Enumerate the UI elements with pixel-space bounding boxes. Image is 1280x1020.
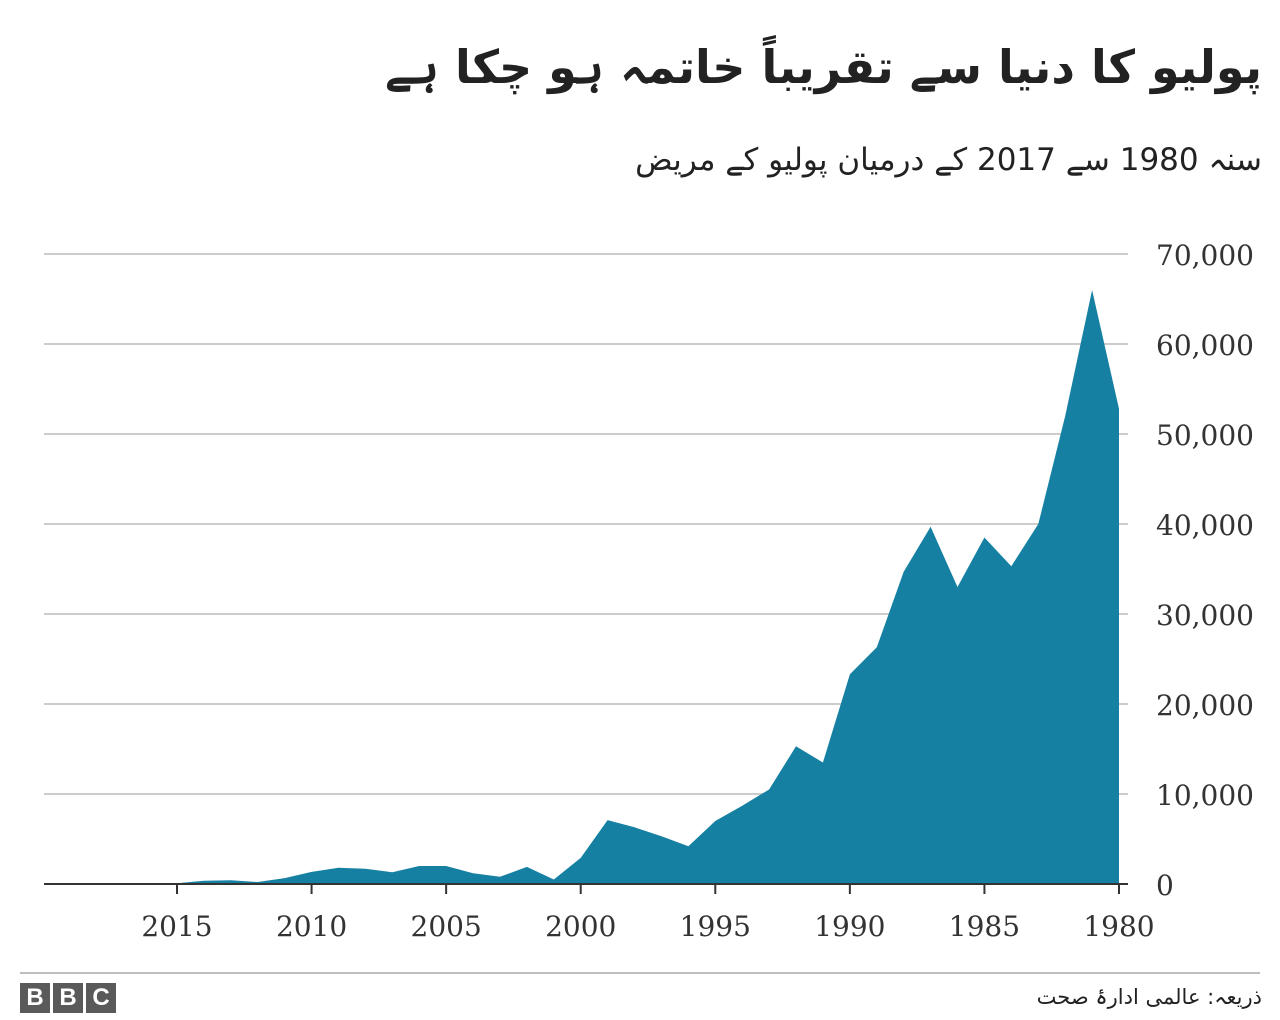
axes bbox=[44, 883, 1128, 894]
x-tick-label-1980: 1980 bbox=[1083, 910, 1154, 943]
bbc-logo-letter-b2: B bbox=[53, 983, 83, 1013]
bbc-logo-letter-c: C bbox=[86, 983, 116, 1013]
x-tick-label-1990: 1990 bbox=[814, 910, 885, 943]
x-tick-label-1985: 1985 bbox=[949, 910, 1020, 943]
source-credit: ذریعہ: عالمی ادارۂ صحت bbox=[1036, 985, 1262, 1009]
x-tick-label-2010: 2010 bbox=[276, 910, 347, 943]
area-chart: 0 10,000 20,000 30,000 40,000 50,000 60,000 70,… bbox=[44, 239, 1254, 943]
x-tick-label-2005: 2005 bbox=[411, 910, 482, 943]
x-axis-tick-labels: 1980 1985 1990 1995 2000 2005 2010 2015 bbox=[141, 910, 1154, 943]
y-tick-label-70000: 70,000 bbox=[1156, 239, 1254, 272]
chart-title: پولیو کا دنیا سے تقریباً خاتمہ ہو چکا ہے bbox=[385, 40, 1262, 94]
y-tick-label-30000: 30,000 bbox=[1156, 599, 1254, 632]
y-tick-label-10000: 10,000 bbox=[1156, 779, 1254, 812]
x-tick-label-2015: 2015 bbox=[141, 910, 212, 943]
polio-cases-area bbox=[123, 290, 1119, 884]
y-axis-tick-labels: 0 10,000 20,000 30,000 40,000 50,000 60,000 70,… bbox=[1156, 239, 1254, 902]
plot-area bbox=[123, 290, 1119, 884]
y-tick-label-0: 0 bbox=[1156, 869, 1174, 902]
y-tick-label-40000: 40,000 bbox=[1156, 509, 1254, 542]
bbc-logo: B B C bbox=[20, 983, 116, 1013]
footer-divider bbox=[20, 972, 1260, 974]
y-tick-label-20000: 20,000 bbox=[1156, 689, 1254, 722]
chart-subtitle: سنہ 1980 سے 2017 کے درمیان پولیو کے مریض bbox=[635, 142, 1262, 178]
y-tick-label-50000: 50,000 bbox=[1156, 419, 1254, 452]
bbc-logo-letter-b1: B bbox=[20, 983, 50, 1013]
gridlines bbox=[44, 253, 1128, 795]
x-tick-label-1995: 1995 bbox=[680, 910, 751, 943]
y-tick-label-60000: 60,000 bbox=[1156, 329, 1254, 362]
x-tick-label-2000: 2000 bbox=[545, 910, 616, 943]
